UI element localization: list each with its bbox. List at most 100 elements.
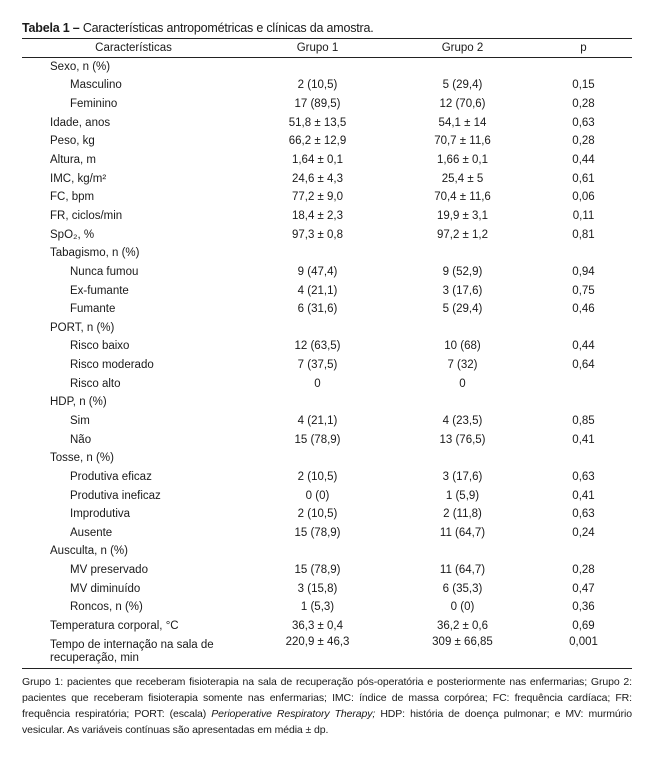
- p-value: 0,11: [572, 209, 595, 222]
- row-label: Produtiva eficaz: [70, 470, 152, 483]
- group2-value: [390, 394, 535, 413]
- group1-value: 0: [314, 377, 321, 390]
- group1-value: 0 (0): [305, 489, 330, 502]
- group1-value: 3 (15,8): [297, 582, 338, 595]
- group2-value: 10 (68): [444, 340, 481, 353]
- p-value: 0,63: [572, 508, 595, 521]
- group1-value: 220,9 ± 46,3: [285, 635, 350, 648]
- row-label: Risco baixo: [70, 340, 130, 353]
- table-row: Ausculta, n (%): [22, 543, 632, 562]
- row-label: Tabagismo, n (%): [50, 247, 140, 260]
- table-row: Não 15 (78,9) 13 (76,5) 0,41: [22, 431, 632, 450]
- group1-value: 15 (78,9): [294, 526, 341, 539]
- row-label: Produtiva ineficaz: [70, 489, 161, 502]
- group1-value: [245, 449, 390, 468]
- table-row: SpO₂, % 97,3 ± 0,8 97,2 ± 1,2 0,81: [22, 226, 632, 245]
- table-row: Ausente 15 (78,9) 11 (64,7) 0,24: [22, 524, 632, 543]
- table-row: Fumante 6 (31,6) 5 (29,4) 0,46: [22, 300, 632, 319]
- row-label: SpO₂, %: [50, 228, 95, 241]
- header-group2: Grupo 2: [390, 38, 535, 58]
- group1-value: 15 (78,9): [294, 564, 341, 577]
- group1-value: [245, 394, 390, 413]
- header-row: Características Grupo 1 Grupo 2 p: [22, 38, 632, 58]
- p-value: 0,81: [572, 228, 595, 241]
- group1-value: 4 (21,1): [297, 284, 338, 297]
- group2-value: 70,7 ± 11,6: [434, 135, 491, 148]
- table-row: Produtiva eficaz 2 (10,5) 3 (17,6) 0,63: [22, 468, 632, 487]
- row-label: Tosse, n (%): [50, 452, 114, 465]
- group1-value: 9 (47,4): [297, 265, 338, 278]
- table-row: Tempo de internação na sala de recuperaç…: [22, 636, 632, 669]
- group2-value: 0 (0): [450, 601, 475, 614]
- table-row: Sexo, n (%): [22, 58, 632, 77]
- group1-value: [245, 58, 390, 77]
- p-value: [535, 394, 632, 413]
- row-label: Sexo, n (%): [50, 60, 111, 73]
- group2-value: 54,1 ± 14: [438, 116, 487, 129]
- table-row: Risco alto 0 0: [22, 375, 632, 394]
- table-row: Idade, anos 51,8 ± 13,5 54,1 ± 14 0,63: [22, 114, 632, 133]
- row-label: Idade, anos: [50, 116, 111, 129]
- group1-value: 77,2 ± 9,0: [291, 191, 344, 204]
- p-value: 0,24: [572, 526, 595, 539]
- table-row: PORT, n (%): [22, 319, 632, 338]
- footnote: Grupo 1: pacientes que receberam fisiote…: [22, 674, 632, 738]
- table-row: Improdutiva 2 (10,5) 2 (11,8) 0,63: [22, 505, 632, 524]
- table-number: Tabela 1 –: [22, 21, 80, 35]
- p-value: [535, 319, 632, 338]
- group2-value: 97,2 ± 1,2: [436, 228, 489, 241]
- table-title: Características antropométricas e clínic…: [82, 21, 374, 35]
- row-label: Peso, kg: [50, 135, 95, 148]
- group2-value: [390, 244, 535, 263]
- p-value: 0,06: [572, 191, 595, 204]
- group2-value: 5 (29,4): [442, 303, 483, 316]
- table-row: Peso, kg 66,2 ± 12,9 70,7 ± 11,6 0,28: [22, 133, 632, 152]
- table-row: Altura, m 1,64 ± 0,1 1,66 ± 0,1 0,44: [22, 151, 632, 170]
- table-row: Masculino 2 (10,5) 5 (29,4) 0,15: [22, 77, 632, 96]
- p-value: 0,28: [572, 564, 595, 577]
- group2-value: 5 (29,4): [442, 79, 483, 92]
- p-value: 0,63: [572, 116, 595, 129]
- row-label: Ausculta, n (%): [50, 545, 128, 558]
- table-row: Ex-fumante 4 (21,1) 3 (17,6) 0,75: [22, 282, 632, 301]
- table-body: Sexo, n (%) Masculino 2 (10,5) 5 (29,4) 0,15…: [22, 58, 632, 669]
- row-label: Risco moderado: [70, 359, 154, 372]
- table-caption: Tabela 1 – Características antropométric…: [22, 21, 632, 38]
- footnote-text-end: HDP: história de doença pulmonar; e MV: …: [22, 707, 632, 736]
- table-row: HDP, n (%): [22, 394, 632, 413]
- header-characteristics: Características: [22, 38, 245, 58]
- row-label: FC, bpm: [50, 191, 95, 204]
- group2-value: 2 (11,8): [443, 508, 482, 521]
- row-label: Altura, m: [50, 154, 97, 167]
- p-value: [535, 449, 632, 468]
- p-value: 0,47: [572, 582, 595, 595]
- group2-value: 309 ± 66,85: [432, 635, 493, 648]
- group2-value: 11 (64,7): [439, 564, 486, 577]
- p-value: 0,64: [572, 359, 595, 372]
- header-p: p: [535, 38, 632, 58]
- group2-value: [390, 58, 535, 77]
- table-row: Risco moderado 7 (37,5) 7 (32) 0,64: [22, 356, 632, 375]
- p-value: 0,75: [572, 284, 595, 297]
- p-value: 0,94: [572, 265, 595, 278]
- p-value: 0,85: [572, 414, 595, 427]
- group2-value: 1 (5,9): [445, 489, 480, 502]
- group2-value: 25,4 ± 5: [441, 172, 484, 185]
- group1-value: 2 (10,5): [297, 508, 338, 521]
- group1-value: 1,64 ± 0,1: [291, 154, 344, 167]
- row-label: MV diminuído: [70, 582, 141, 595]
- group1-value: 2 (10,5): [297, 79, 338, 92]
- group2-value: 6 (35,3): [442, 582, 483, 595]
- p-value: 0,41: [572, 489, 595, 502]
- row-label: Masculino: [70, 79, 122, 92]
- group2-value: 70,4 ± 11,6: [434, 191, 491, 204]
- table-row: FC, bpm 77,2 ± 9,0 70,4 ± 11,6 0,06: [22, 188, 632, 207]
- group2-value: 11 (64,7): [439, 526, 486, 539]
- group1-value: 18,4 ± 2,3: [291, 209, 344, 222]
- p-value: 0,36: [572, 601, 595, 614]
- group1-value: 17 (89,5): [294, 98, 341, 111]
- group2-value: [390, 543, 535, 562]
- row-label: FR, ciclos/min: [50, 209, 123, 222]
- p-value: 0,61: [572, 172, 595, 185]
- row-label: HDP, n (%): [50, 396, 107, 409]
